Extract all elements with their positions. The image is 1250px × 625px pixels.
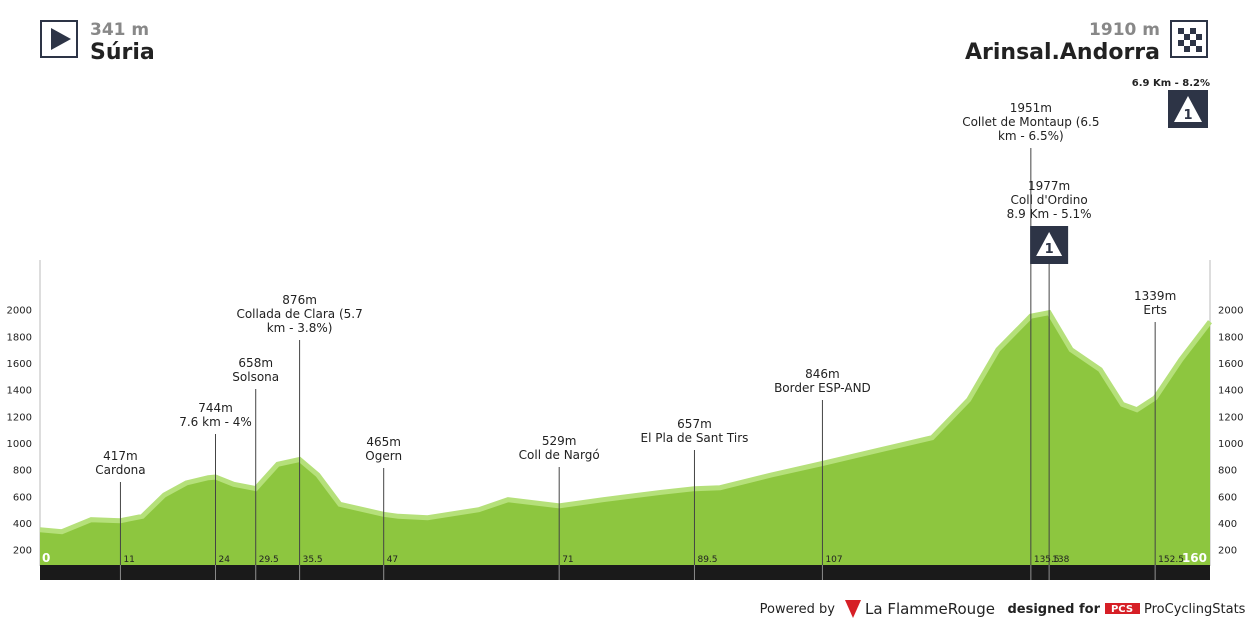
- x-tick-label: 160: [1182, 551, 1207, 565]
- marker-label: Collet de Montaup (6.5: [962, 115, 1099, 129]
- marker-label: km - 3.8%): [267, 321, 333, 335]
- x-tick-label: 135.5: [1034, 555, 1060, 565]
- x-tick-label: 29.5: [259, 555, 279, 565]
- marker-label: 465m: [366, 435, 401, 449]
- y-tick-label: 400: [13, 519, 32, 530]
- marker-label: 8.9 Km - 5.1%: [1007, 207, 1092, 221]
- brand-icon: [845, 600, 861, 618]
- distance-bar: [40, 565, 1210, 580]
- category-label: 1: [1183, 108, 1192, 123]
- y-tick-label: 800: [1218, 466, 1237, 477]
- y-tick-label: 600: [13, 492, 32, 503]
- y-tick-label: 1400: [1218, 386, 1243, 397]
- finish-climb: 6.9 Km - 8.2%: [1132, 78, 1210, 89]
- marker-label: 744m: [198, 401, 233, 415]
- marker-label: El Pla de Sant Tirs: [641, 431, 749, 445]
- finish-name: Arinsal.Andorra: [965, 40, 1160, 65]
- x-tick-label: 107: [825, 555, 842, 565]
- x-tick-label: 152.5: [1158, 555, 1184, 565]
- marker-label: 7.6 km - 4%: [179, 415, 252, 429]
- x-tick-label: 138: [1052, 555, 1069, 565]
- marker-label: 1977m: [1028, 179, 1070, 193]
- y-tick-label: 2000: [7, 306, 32, 317]
- y-tick-label: 1200: [1218, 412, 1243, 423]
- start-name: Súria: [90, 40, 155, 65]
- y-tick-label: 1000: [1218, 439, 1243, 450]
- y-tick-label: 1000: [7, 439, 32, 450]
- marker-label: 1339m: [1134, 289, 1176, 303]
- marker-label: Solsona: [232, 370, 279, 384]
- y-tick-label: 1600: [1218, 359, 1243, 370]
- marker-label: km - 6.5%): [998, 129, 1064, 143]
- marker-label: Border ESP-AND: [774, 381, 871, 395]
- footer-pcs: PCS: [1111, 604, 1133, 615]
- y-tick-label: 800: [13, 466, 32, 477]
- footer-designed: designed for: [1007, 602, 1100, 617]
- y-tick-label: 2000: [1218, 306, 1243, 317]
- x-tick-label: 47: [387, 555, 398, 565]
- marker-label: Erts: [1143, 303, 1166, 317]
- x-tick-label: 11: [123, 555, 134, 565]
- marker-label: Ogern: [365, 449, 402, 463]
- marker-label: 657m: [677, 417, 712, 431]
- start-arrow: [51, 28, 71, 50]
- marker-label: 1951m: [1010, 101, 1052, 115]
- pcs-badge: [1105, 603, 1140, 614]
- marker-label: Coll d'Ordino: [1011, 193, 1088, 207]
- finish-icon: [1170, 20, 1208, 58]
- marker-label: Collada de Clara (5.7: [236, 307, 362, 321]
- x-tick-label: 0: [42, 551, 50, 565]
- x-tick-label: 35.5: [303, 555, 323, 565]
- category-triangle: [1174, 96, 1202, 122]
- start-elevation: 341 m: [90, 20, 149, 40]
- x-tick-label: 89.5: [697, 555, 717, 565]
- marker-label: 876m: [282, 293, 317, 307]
- marker-label: 529m: [542, 434, 577, 448]
- footer-powered: Powered by: [760, 602, 836, 617]
- y-tick-label: 1600: [7, 359, 32, 370]
- finish-elevation: 1910 m: [1089, 20, 1160, 40]
- y-tick-label: 1800: [1218, 332, 1243, 343]
- y-tick-label: 1200: [7, 412, 32, 423]
- footer-site: ProCyclingStats: [1144, 602, 1246, 617]
- y-tick-label: 1800: [7, 332, 32, 343]
- marker-label: 658m: [238, 356, 273, 370]
- y-tick-label: 400: [1218, 519, 1237, 530]
- category-label: 1: [1045, 242, 1054, 257]
- x-tick-label: 71: [562, 555, 573, 565]
- y-tick-label: 200: [13, 546, 32, 557]
- y-tick-label: 1400: [7, 386, 32, 397]
- marker-label: Coll de Nargó: [519, 448, 600, 462]
- x-tick-label: 24: [219, 555, 231, 565]
- y-tick-label: 600: [1218, 492, 1237, 503]
- footer-brand: La FlammeRouge: [865, 600, 995, 618]
- marker-label: 417m: [103, 449, 138, 463]
- y-tick-label: 200: [1218, 546, 1237, 557]
- marker-label: 846m: [805, 367, 840, 381]
- profile-area: [40, 312, 1210, 565]
- profile-edge: [39, 309, 1212, 535]
- marker-label: Cardona: [95, 463, 145, 477]
- category-triangle: [1036, 232, 1063, 256]
